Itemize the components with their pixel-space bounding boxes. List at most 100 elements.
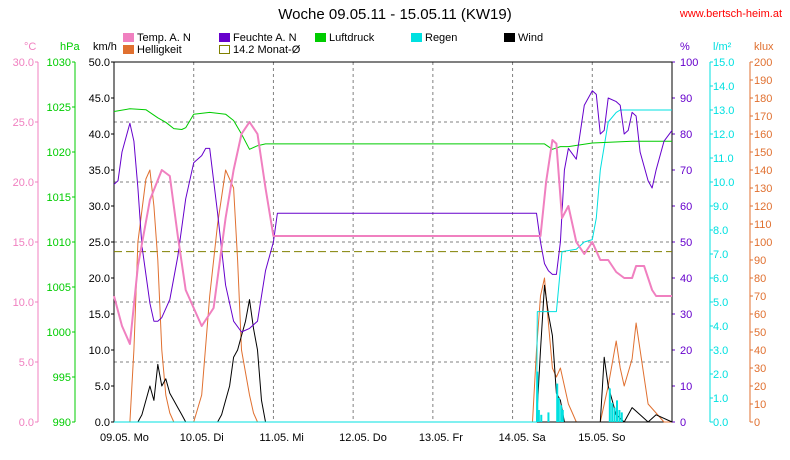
- brightness-tick-label: 140: [754, 165, 772, 177]
- rain-tick-label: 5.0: [713, 297, 728, 309]
- rain-tick-label: 8.0: [713, 225, 728, 237]
- brightness-tick-label: 20: [754, 381, 766, 393]
- humidity-tick-label: 80: [680, 129, 692, 141]
- brightness-tick-label: 40: [754, 345, 766, 357]
- pressure-tick-label: 1000: [47, 327, 71, 339]
- wind-tick-label: 20.0: [89, 273, 110, 285]
- legend-label-rain: Regen: [425, 32, 458, 44]
- pressure-tick-label: 1020: [47, 147, 71, 159]
- humidity-series-line: [113, 90, 673, 333]
- humidity-tick-label: 0: [680, 417, 686, 429]
- legend-label-temp: Temp. A. N: [137, 32, 191, 44]
- legend-label-pressure: Luftdruck: [329, 32, 375, 44]
- rain-tick-label: 7.0: [713, 249, 728, 261]
- rain-tick-label: 6.0: [713, 273, 728, 285]
- legend-monthly-average: 14.2 Monat-Ø: [219, 44, 300, 56]
- rain-tick-label: 15.0: [713, 57, 734, 69]
- humidity-tick-label: 20: [680, 345, 692, 357]
- brightness-tick-label: 70: [754, 291, 766, 303]
- x-tick-label: 14.05. Sa: [499, 432, 547, 444]
- legend-label-brightness: Helligkeit: [137, 44, 182, 56]
- brightness-tick-label: 120: [754, 201, 772, 213]
- temp-tick-label: 25.0: [13, 117, 34, 129]
- wind-unit-label: km/h: [93, 41, 117, 53]
- wind-tick-label: 30.0: [89, 201, 110, 213]
- temp-tick-label: 30.0: [13, 57, 34, 69]
- humidity-tick-label: 40: [680, 273, 692, 285]
- wind-tick-label: 35.0: [89, 165, 110, 177]
- legend-temp: Temp. A. N: [123, 32, 191, 44]
- legend-swatch-monthly-average: [219, 45, 230, 54]
- rain-tick-label: 13.0: [713, 105, 734, 117]
- rain-tick-label: 12.0: [713, 129, 734, 141]
- pressure-tick-label: 995: [53, 372, 71, 384]
- pressure-series-line: [113, 108, 672, 150]
- rain-tick-label: 9.0: [713, 201, 728, 213]
- x-tick-label: 11.05. Mi: [259, 432, 303, 444]
- brightness-tick-label: 190: [754, 75, 772, 87]
- rain-tick-label: 3.0: [713, 345, 728, 357]
- brightness-unit-label: klux: [754, 41, 774, 53]
- rain-tick-label: 1.0: [713, 393, 728, 405]
- brightness-tick-label: 160: [754, 129, 772, 141]
- x-tick-label: 12.05. Do: [339, 432, 387, 444]
- legend-pressure: Luftdruck: [315, 32, 374, 44]
- rain-tick-label: 0.0: [713, 417, 728, 429]
- pressure-tick-label: 1025: [47, 102, 71, 114]
- humidity-tick-label: 70: [680, 165, 692, 177]
- humidity-tick-label: 30: [680, 309, 692, 321]
- legend-swatch-wind: [504, 33, 515, 42]
- rain-tick-label: 11.0: [713, 153, 734, 165]
- x-tick-label: 10.05. Di: [180, 432, 224, 444]
- pressure-unit-label: hPa: [60, 41, 80, 53]
- brightness-tick-label: 50: [754, 327, 766, 339]
- wind-tick-label: 5.0: [95, 381, 110, 393]
- website-link[interactable]: www.bertsch-heim.at: [679, 8, 782, 20]
- temp-tick-label: 5.0: [19, 357, 34, 369]
- humidity-tick-label: 100: [680, 57, 698, 69]
- pressure-tick-label: 1015: [47, 192, 71, 204]
- brightness-tick-label: 0: [754, 417, 760, 429]
- temp-tick-label: 0.0: [19, 417, 34, 429]
- brightness-tick-label: 180: [754, 93, 772, 105]
- wind-tick-label: 25.0: [89, 237, 110, 249]
- rain-tick-label: 10.0: [713, 177, 734, 189]
- pressure-tick-label: 990: [53, 417, 71, 429]
- humidity-tick-label: 10: [680, 381, 692, 393]
- legend-swatch-temp: [123, 33, 134, 42]
- brightness-tick-label: 170: [754, 111, 772, 123]
- brightness-tick-label: 200: [754, 57, 772, 69]
- brightness-tick-label: 100: [754, 237, 772, 249]
- pressure-tick-label: 1030: [47, 57, 71, 69]
- legend-label-wind: Wind: [518, 32, 544, 44]
- rain-unit-label: l/m²: [713, 41, 732, 53]
- pressure-tick-label: 1010: [47, 237, 71, 249]
- legend-swatch-pressure: [315, 33, 326, 42]
- temp-tick-label: 20.0: [13, 177, 34, 189]
- wind-series-line: [137, 284, 673, 423]
- legend-brightness: Helligkeit: [123, 44, 182, 56]
- brightness-tick-label: 60: [754, 309, 766, 321]
- legend-label-humidity: Feuchte A. N: [233, 32, 297, 44]
- temp-tick-label: 10.0: [13, 297, 34, 309]
- brightness-tick-label: 110: [754, 219, 772, 231]
- legend-swatch-brightness: [123, 45, 134, 54]
- x-tick-label: 09.05. Mo: [100, 432, 149, 444]
- legend-label-monthly-average: 14.2 Monat-Ø: [233, 44, 301, 56]
- x-tick-label: 15.05. So: [578, 432, 625, 444]
- wind-tick-label: 50.0: [89, 57, 110, 69]
- legend-swatch-humidity: [219, 33, 230, 42]
- brightness-tick-label: 30: [754, 363, 766, 375]
- legend-rain: Regen: [411, 32, 457, 44]
- wind-tick-label: 40.0: [89, 129, 110, 141]
- wind-tick-label: 15.0: [89, 309, 110, 321]
- wind-tick-label: 10.0: [89, 345, 110, 357]
- humidity-tick-label: 90: [680, 93, 692, 105]
- x-tick-label: 13.05. Fr: [419, 432, 463, 444]
- humidity-tick-label: 60: [680, 201, 692, 213]
- chart-title: Woche 09.05.11 - 15.05.11 (KW19): [278, 6, 512, 23]
- legend-humidity: Feuchte A. N: [219, 32, 297, 44]
- brightness-tick-label: 150: [754, 147, 772, 159]
- temp-series-line: [113, 121, 672, 345]
- temp-unit-label: °C: [24, 41, 36, 53]
